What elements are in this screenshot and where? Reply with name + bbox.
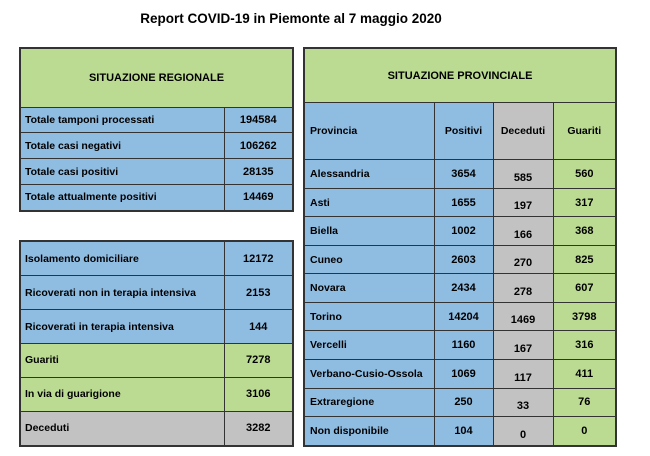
regional-table-header-label: SITUAZIONE REGIONALE xyxy=(19,47,294,108)
table-row: Totale attualmente positivi 14469 xyxy=(19,183,294,212)
deceduti-value: 0 xyxy=(492,416,554,447)
guariti-value: 411 xyxy=(552,359,617,389)
province-row: Asti 1655 197 317 xyxy=(303,187,617,218)
table-row: Totale casi negativi 106262 xyxy=(19,132,294,160)
province-name: Biella xyxy=(303,216,435,246)
positivi-value: 104 xyxy=(433,416,494,447)
positivi-value: 1069 xyxy=(433,359,494,389)
guariti-value: 316 xyxy=(552,330,617,360)
province-row: Non disponibile 104 0 0 xyxy=(303,416,617,447)
province-row: Vercelli 1160 167 316 xyxy=(303,330,617,360)
positivi-value: 1655 xyxy=(433,187,494,218)
column-header-deceduti: Deceduti xyxy=(492,102,554,161)
positivi-value: 2603 xyxy=(433,244,494,275)
table-row: Totale casi positivi 28135 xyxy=(19,158,294,185)
province-name: Novara xyxy=(303,273,435,303)
row-value: 7278 xyxy=(223,342,294,378)
deceduti-value: 585 xyxy=(492,159,554,189)
positivi-value: 1160 xyxy=(433,330,494,360)
row-value: 28135 xyxy=(223,158,294,185)
provincial-table-header-label: SITUAZIONE PROVINCIALE xyxy=(303,47,617,104)
positivi-value: 3654 xyxy=(433,159,494,189)
report-title: Report COVID-19 in Piemonte al 7 maggio … xyxy=(140,11,442,26)
positivi-value: 14204 xyxy=(433,301,494,332)
province-row: Verbano-Cusio-Ossola 1069 117 411 xyxy=(303,359,617,389)
province-row: Cuneo 2603 270 825 xyxy=(303,244,617,275)
province-row: Novara 2434 278 607 xyxy=(303,273,617,303)
guariti-value: 317 xyxy=(552,187,617,218)
row-label: Ricoverati non in terapia intensiva xyxy=(19,275,225,311)
row-value: 2153 xyxy=(223,275,294,311)
deceduti-value: 1469 xyxy=(492,301,554,332)
positivi-value: 2434 xyxy=(433,273,494,303)
deceduti-value: 270 xyxy=(492,244,554,275)
row-value: 14469 xyxy=(223,183,294,212)
deceduti-value: 117 xyxy=(492,359,554,389)
table-row: Deceduti 3282 xyxy=(19,410,294,447)
province-name: Cuneo xyxy=(303,244,435,275)
guariti-value: 825 xyxy=(552,244,617,275)
deceduti-value: 33 xyxy=(492,387,554,418)
row-value: 12172 xyxy=(223,240,294,277)
row-label: Totale attualmente positivi xyxy=(19,183,225,212)
row-label: Guariti xyxy=(19,342,225,378)
deceduti-value: 166 xyxy=(492,216,554,246)
row-label: In via di guarigione xyxy=(19,376,225,412)
deceduti-value: 197 xyxy=(492,187,554,218)
province-row: Torino 14204 1469 3798 xyxy=(303,301,617,332)
column-header-provincia: Provincia xyxy=(303,102,435,161)
row-label: Isolamento domiciliare xyxy=(19,240,225,277)
row-label: Totale casi positivi xyxy=(19,158,225,185)
provincial-table-header: SITUAZIONE PROVINCIALE xyxy=(303,47,617,104)
province-name: Asti xyxy=(303,187,435,218)
row-value: 106262 xyxy=(223,132,294,160)
row-value: 3282 xyxy=(223,410,294,447)
provincial-situation-table: SITUAZIONE PROVINCIALE Provincia Positiv… xyxy=(303,47,618,447)
status-table: Isolamento domiciliare 12172 Ricoverati no… xyxy=(19,240,294,447)
province-name: Non disponibile xyxy=(303,416,435,447)
deceduti-value: 278 xyxy=(492,273,554,303)
province-name: Torino xyxy=(303,301,435,332)
province-name: Extraregione xyxy=(303,387,435,418)
column-header-positivi: Positivi xyxy=(433,102,494,161)
province-name: Vercelli xyxy=(303,330,435,360)
row-label: Totale tamponi processati xyxy=(19,106,225,134)
table-row: Isolamento domiciliare 12172 xyxy=(19,240,294,277)
province-row: Extraregione 250 33 76 xyxy=(303,387,617,418)
provincial-column-header-row: Provincia Positivi Deceduti Guariti xyxy=(303,102,617,161)
deceduti-value: 167 xyxy=(492,330,554,360)
column-header-guariti: Guariti xyxy=(552,102,617,161)
regional-situation-table: SITUAZIONE REGIONALE Totale tamponi proc… xyxy=(19,47,294,212)
guariti-value: 607 xyxy=(552,273,617,303)
table-row: Totale tamponi processati 194584 xyxy=(19,106,294,134)
guariti-value: 368 xyxy=(552,216,617,246)
positivi-value: 1002 xyxy=(433,216,494,246)
row-label: Totale casi negativi xyxy=(19,132,225,160)
guariti-value: 560 xyxy=(552,159,617,189)
province-row: Biella 1002 166 368 xyxy=(303,216,617,246)
row-value: 3106 xyxy=(223,376,294,412)
guariti-value: 3798 xyxy=(552,301,617,332)
province-name: Verbano-Cusio-Ossola xyxy=(303,359,435,389)
province-row: Alessandria 3654 585 560 xyxy=(303,159,617,189)
positivi-value: 250 xyxy=(433,387,494,418)
guariti-value: 0 xyxy=(552,416,617,447)
row-label: Ricoverati in terapia intensiva xyxy=(19,309,225,344)
province-name: Alessandria xyxy=(303,159,435,189)
row-label: Deceduti xyxy=(19,410,225,447)
table-row: In via di guarigione 3106 xyxy=(19,376,294,412)
table-row: Guariti 7278 xyxy=(19,342,294,378)
table-row: Ricoverati in terapia intensiva 144 xyxy=(19,309,294,344)
regional-table-header: SITUAZIONE REGIONALE xyxy=(19,47,294,108)
row-value: 144 xyxy=(223,309,294,344)
guariti-value: 76 xyxy=(552,387,617,418)
row-value: 194584 xyxy=(223,106,294,134)
table-row: Ricoverati non in terapia intensiva 2153 xyxy=(19,275,294,311)
